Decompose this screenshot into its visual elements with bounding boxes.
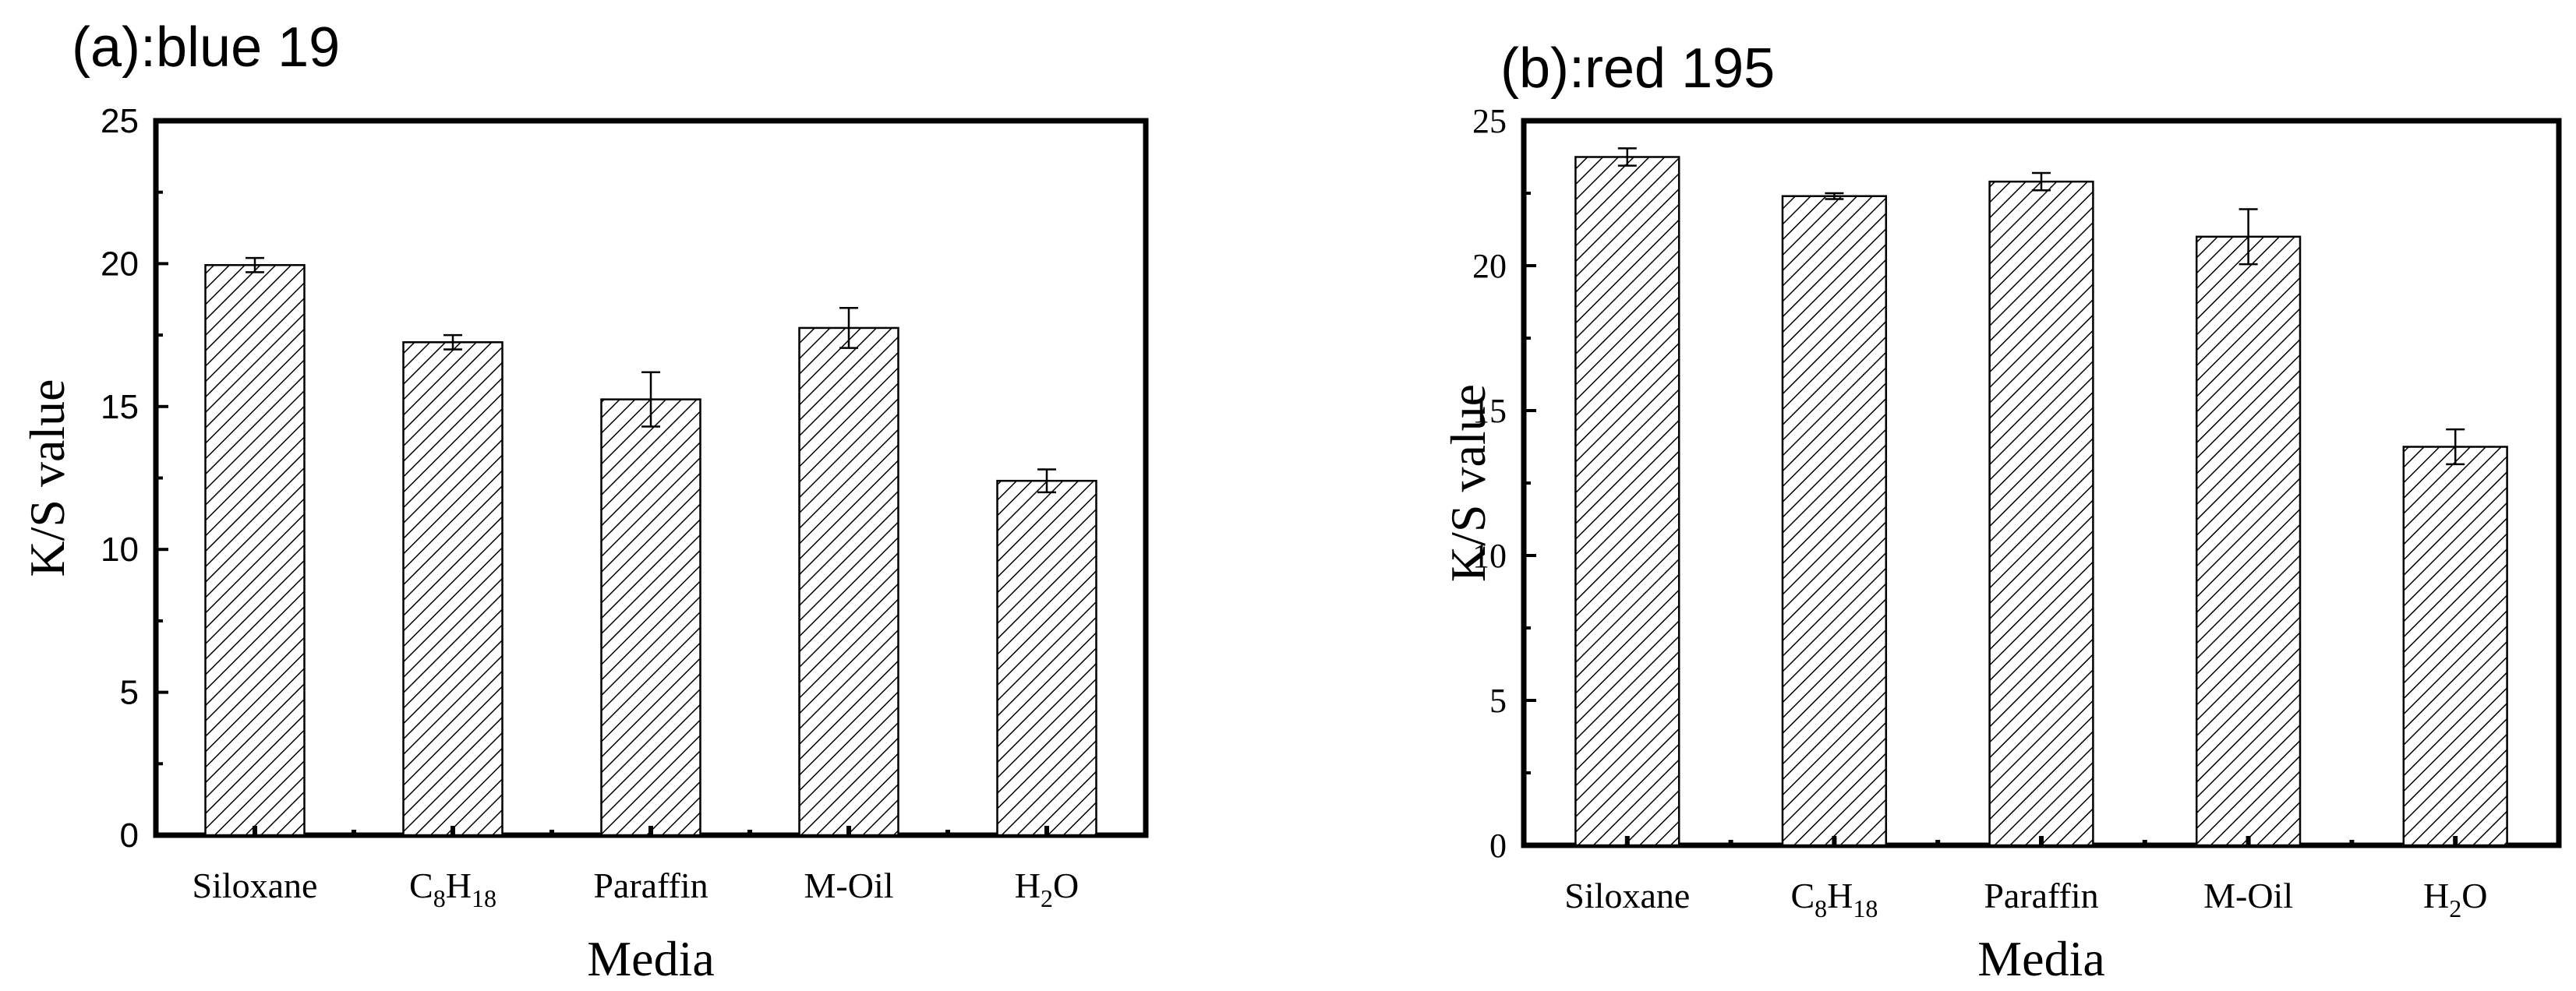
x-tick-label: Paraffin [1984,876,2098,915]
y-tick-label: 5 [120,674,139,712]
y-tick-label: 15 [101,388,139,426]
x-tick-label-subscript: 8 [1815,894,1827,922]
x-tick-label-base: H [1015,866,1041,905]
x-tick-label: Paraffin [593,866,708,905]
x-tick-label-subscript: 2 [2449,894,2461,922]
x-tick-label-base: H [2423,876,2449,915]
y-tick-label: 10 [1472,537,1507,575]
y-tick-label: 10 [101,531,139,569]
x-tick-label-mid: O [1053,866,1079,905]
x-tick-label-base: M-Oil [2203,876,2293,915]
y-axis-label: K/S value [19,379,75,577]
x-tick-label-base: C [1790,876,1815,915]
bar [996,479,1097,837]
x-tick-label: M-Oil [804,866,894,905]
x-tick-label-mid: O [2461,876,2487,915]
y-tick-label: 5 [1489,682,1507,720]
x-tick-label-mid: H [446,866,472,905]
y-tick-label: 20 [101,245,139,283]
bar [2402,446,2508,847]
x-tick-label-base: Siloxane [1564,876,1690,915]
chart-title: (b):red 195 [1500,37,1775,100]
y-tick-label: 25 [101,102,139,140]
y-tick-label: 0 [1489,827,1507,865]
chart-title: (a):blue 19 [72,16,340,79]
x-tick-label-base: Paraffin [1984,876,2098,915]
x-tick-label-base: Siloxane [193,866,318,905]
bar [204,263,306,837]
x-tick-label-subscript: 8 [433,884,446,912]
bar [798,326,899,837]
x-axis-label: Media [587,931,715,986]
x-tick-label-subscript: 2 [1041,884,1053,912]
y-tick-label: 0 [120,816,139,855]
bar [1781,195,1888,847]
x-tick-label: M-Oil [2203,876,2293,915]
bar [1574,156,1680,847]
x-tick-label: H2O [1015,866,1079,912]
x-tick-label-mid: H [1827,876,1853,915]
bar [600,398,701,837]
y-tick-label: 20 [1472,247,1507,285]
bar [402,341,504,837]
x-tick-label-base: Paraffin [593,866,708,905]
x-axis-label: Media [1977,931,2105,986]
x-tick-label: Siloxane [193,866,318,905]
y-axis-label: K/S value [1440,384,1496,582]
x-tick-label-subscript: 18 [472,884,496,912]
x-tick-label-base: C [409,866,433,905]
y-tick-label: 15 [1472,392,1507,430]
bar [2195,235,2302,847]
x-tick-label: H2O [2423,876,2487,922]
y-tick-label: 25 [1472,102,1507,140]
x-tick-label: C8H18 [409,866,496,912]
x-tick-label-base: M-Oil [804,866,894,905]
x-tick-label: Siloxane [1564,876,1690,915]
bar [1988,180,2094,847]
x-tick-label: C8H18 [1790,876,1878,922]
x-tick-label-subscript: 18 [1853,894,1878,922]
